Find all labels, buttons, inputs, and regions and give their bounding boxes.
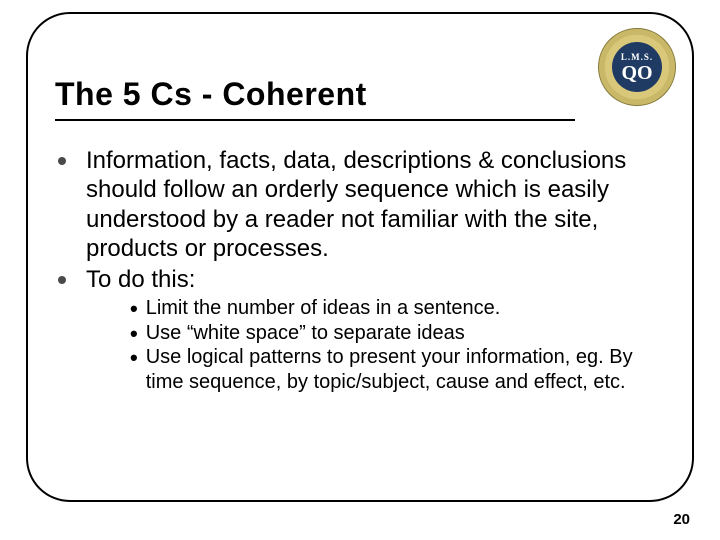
sub-bullet-dot-icon: • [130, 298, 138, 320]
sub-bullet-text: Use “white space” to separate ideas [146, 321, 660, 345]
logo-top-text: L.M.S. [621, 52, 653, 62]
bullet-level1: Information, facts, data, descriptions &… [58, 146, 660, 263]
bullet-level2: • Limit the number of ideas in a sentenc… [130, 296, 660, 320]
bullet-level1: To do this: [58, 265, 660, 294]
logo-center-text: QO [621, 63, 652, 83]
slide-body: Information, facts, data, descriptions &… [58, 146, 660, 394]
bullet-dot-icon [58, 276, 66, 284]
bullet-text: Information, facts, data, descriptions &… [86, 146, 660, 263]
sub-bullet-dot-icon: • [130, 323, 138, 345]
logo-inner-disc: L.M.S. QO [612, 42, 662, 92]
lms-logo: L.M.S. QO [598, 28, 676, 106]
sub-bullet-text: Use logical patterns to present your inf… [146, 345, 660, 394]
sub-bullet-dot-icon: • [130, 347, 138, 369]
title-block: The 5 Cs - Coherent [55, 76, 575, 121]
slide-title: The 5 Cs - Coherent [55, 76, 575, 113]
title-underline [55, 119, 575, 121]
bullet-dot-icon [58, 157, 66, 165]
bullet-level2: • Use “white space” to separate ideas [130, 321, 660, 345]
page-number: 20 [673, 511, 690, 528]
sub-bullet-text: Limit the number of ideas in a sentence. [146, 296, 660, 320]
bullet-level2: • Use logical patterns to present your i… [130, 345, 660, 394]
sub-bullet-list: • Limit the number of ideas in a sentenc… [130, 296, 660, 394]
slide: L.M.S. QO The 5 Cs - Coherent Informatio… [0, 0, 720, 540]
bullet-text: To do this: [86, 265, 660, 294]
